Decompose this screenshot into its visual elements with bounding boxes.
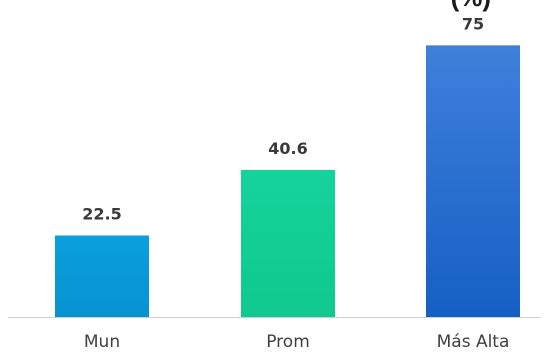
chart-title: (%) (451, 0, 491, 13)
category-label: Prom (266, 332, 310, 352)
bar-prom (241, 169, 335, 317)
category-label: Mun (84, 332, 120, 352)
data-label: 22.5 (82, 205, 121, 224)
data-label: 40.6 (268, 139, 307, 158)
bar-mas-alta (426, 45, 520, 317)
bar-mun (55, 235, 149, 317)
category-label: Más Alta (437, 332, 510, 352)
data-label: 75 (462, 14, 484, 33)
